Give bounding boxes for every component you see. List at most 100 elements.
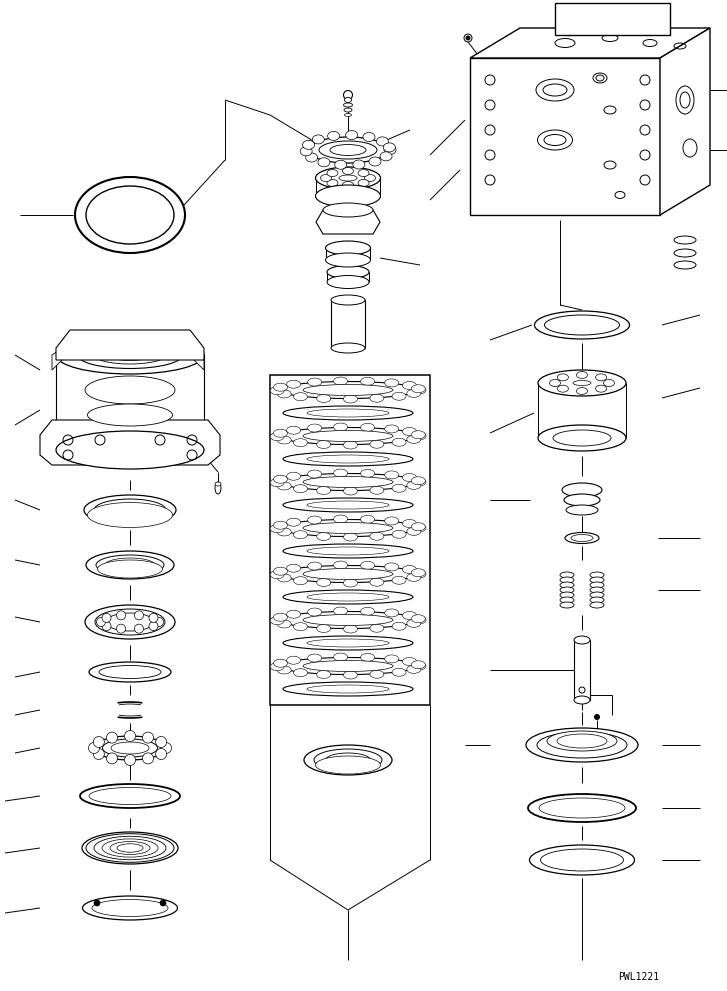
Ellipse shape	[303, 522, 393, 533]
Circle shape	[142, 753, 153, 764]
Ellipse shape	[595, 385, 606, 392]
Ellipse shape	[270, 571, 284, 579]
Ellipse shape	[345, 97, 351, 102]
Circle shape	[134, 610, 143, 619]
Ellipse shape	[528, 794, 636, 822]
Ellipse shape	[273, 384, 287, 391]
Ellipse shape	[286, 518, 300, 526]
Ellipse shape	[270, 479, 284, 487]
Polygon shape	[52, 348, 62, 370]
Ellipse shape	[412, 478, 426, 486]
Ellipse shape	[286, 426, 300, 434]
Ellipse shape	[590, 602, 604, 608]
Ellipse shape	[85, 376, 175, 404]
Circle shape	[102, 613, 111, 622]
Ellipse shape	[392, 668, 406, 676]
Ellipse shape	[343, 579, 358, 587]
Ellipse shape	[674, 249, 696, 257]
Ellipse shape	[566, 505, 598, 515]
Circle shape	[106, 753, 118, 764]
Ellipse shape	[343, 487, 358, 495]
Circle shape	[89, 742, 100, 753]
Ellipse shape	[411, 614, 425, 622]
Ellipse shape	[82, 832, 178, 864]
Ellipse shape	[361, 378, 374, 385]
Ellipse shape	[286, 473, 300, 481]
Circle shape	[142, 732, 153, 743]
Ellipse shape	[343, 103, 353, 107]
Ellipse shape	[277, 436, 292, 444]
Ellipse shape	[358, 169, 369, 176]
Ellipse shape	[307, 501, 389, 509]
Ellipse shape	[307, 455, 389, 463]
Ellipse shape	[92, 900, 168, 917]
Ellipse shape	[327, 275, 369, 288]
Ellipse shape	[330, 145, 366, 156]
Ellipse shape	[403, 566, 417, 574]
Ellipse shape	[75, 177, 185, 253]
Ellipse shape	[590, 587, 604, 593]
Ellipse shape	[84, 495, 176, 525]
Ellipse shape	[558, 385, 569, 392]
Ellipse shape	[342, 167, 353, 174]
Polygon shape	[56, 330, 204, 360]
Ellipse shape	[383, 143, 395, 152]
Ellipse shape	[97, 560, 163, 578]
Ellipse shape	[334, 377, 348, 385]
Ellipse shape	[326, 253, 371, 267]
Ellipse shape	[286, 656, 300, 664]
Ellipse shape	[345, 131, 358, 140]
Circle shape	[156, 748, 166, 759]
Ellipse shape	[294, 622, 308, 630]
Ellipse shape	[277, 482, 292, 490]
Ellipse shape	[361, 423, 374, 431]
Circle shape	[466, 36, 470, 40]
Ellipse shape	[358, 179, 369, 186]
Ellipse shape	[411, 431, 425, 439]
Ellipse shape	[283, 682, 413, 696]
Text: 適用号機: 適用号機	[558, 8, 583, 18]
Ellipse shape	[343, 441, 358, 449]
Ellipse shape	[560, 587, 574, 593]
Circle shape	[161, 742, 172, 753]
Ellipse shape	[302, 141, 315, 150]
Ellipse shape	[407, 527, 421, 535]
Ellipse shape	[334, 607, 348, 615]
Ellipse shape	[106, 613, 154, 631]
Ellipse shape	[277, 620, 292, 628]
Ellipse shape	[94, 736, 166, 760]
Ellipse shape	[307, 593, 389, 601]
Ellipse shape	[361, 470, 374, 478]
Ellipse shape	[361, 561, 374, 570]
Ellipse shape	[560, 602, 574, 608]
Ellipse shape	[564, 494, 600, 506]
Ellipse shape	[334, 653, 348, 661]
Ellipse shape	[303, 430, 393, 442]
Circle shape	[116, 610, 126, 619]
Ellipse shape	[105, 558, 155, 572]
Ellipse shape	[215, 482, 221, 486]
Circle shape	[102, 621, 111, 630]
Polygon shape	[316, 210, 380, 234]
Ellipse shape	[534, 311, 630, 339]
Ellipse shape	[270, 616, 284, 624]
Ellipse shape	[412, 662, 426, 670]
Polygon shape	[470, 58, 660, 215]
Ellipse shape	[313, 135, 324, 144]
Ellipse shape	[317, 579, 331, 587]
Ellipse shape	[328, 132, 340, 141]
Ellipse shape	[273, 429, 287, 437]
Ellipse shape	[99, 666, 161, 679]
Ellipse shape	[370, 578, 384, 587]
Ellipse shape	[558, 374, 569, 381]
Ellipse shape	[407, 482, 421, 490]
Ellipse shape	[82, 896, 177, 920]
Ellipse shape	[117, 843, 143, 852]
Ellipse shape	[279, 427, 417, 445]
Ellipse shape	[529, 845, 635, 875]
Ellipse shape	[326, 241, 371, 255]
Ellipse shape	[331, 295, 365, 305]
Ellipse shape	[538, 370, 626, 396]
Ellipse shape	[343, 533, 358, 541]
Ellipse shape	[543, 84, 567, 96]
